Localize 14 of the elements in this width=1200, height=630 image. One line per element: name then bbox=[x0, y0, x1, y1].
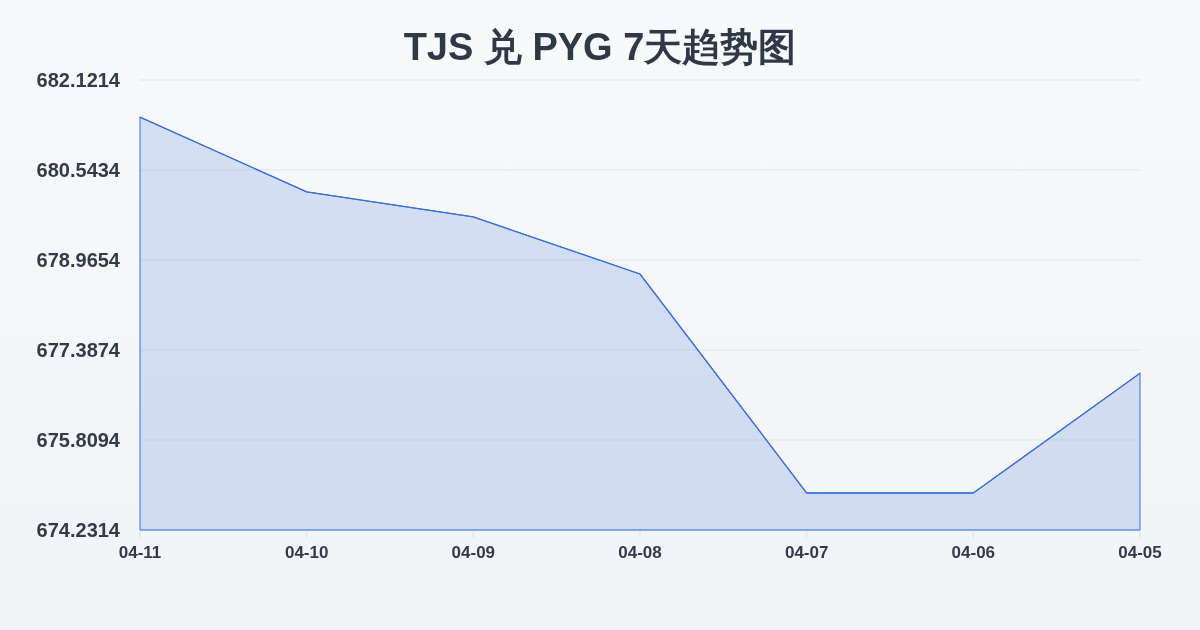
y-tick-label: 674.2314 bbox=[36, 519, 121, 541]
x-tick-label: 04-05 bbox=[1118, 543, 1162, 562]
y-tick-label: 680.5434 bbox=[36, 159, 121, 181]
x-tick-label: 04-10 bbox=[284, 543, 329, 562]
y-tick-label: 677.3874 bbox=[36, 339, 121, 361]
y-tick-label: 675.8094 bbox=[36, 429, 121, 451]
x-tick-label: 04-11 bbox=[118, 543, 162, 562]
x-tick-label: 04-09 bbox=[451, 543, 496, 562]
y-tick-label: 678.9654 bbox=[36, 249, 121, 271]
x-tick-label: 04-08 bbox=[618, 543, 662, 562]
x-tick-label: 04-06 bbox=[951, 543, 996, 562]
y-tick-label: 682.1214 bbox=[36, 69, 121, 91]
x-tick-label: 04-07 bbox=[784, 543, 829, 562]
title: TJS 兑 PYG 7天趋势图 bbox=[403, 26, 797, 68]
